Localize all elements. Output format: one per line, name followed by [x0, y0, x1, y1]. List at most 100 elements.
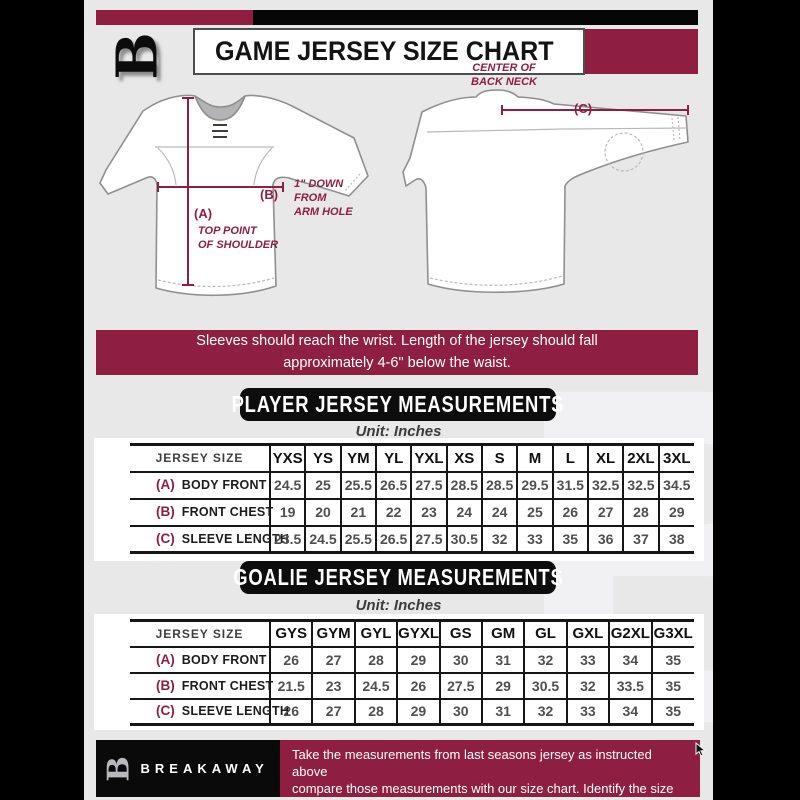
value-cell: 32: [523, 646, 568, 674]
value-cell: 29: [480, 672, 526, 700]
size-column-header: GYL: [353, 620, 399, 648]
value-cell: 27: [586, 498, 625, 527]
value-cell: 25: [304, 471, 342, 500]
player-banner-title: PLAYER JERSEY MEASUREMENTS: [231, 391, 565, 417]
size-column-header: GM: [480, 620, 526, 648]
value-cell: 24.5: [353, 672, 399, 700]
front-jersey-diagram: [99, 94, 369, 297]
value-cell: 26: [551, 498, 589, 527]
value-cell: 26: [268, 646, 314, 674]
content-area: B B GAME JERSEY SIZE CHART: [84, 0, 713, 800]
goalie-unit-label: Unit: Inches: [355, 597, 442, 614]
table-row: (B) FRONT CHEST 19 20 21 22 23 24 24 25 26 27 28 29: [130, 498, 694, 527]
measure-key: (A): [156, 477, 175, 492]
table-row: (A) BODY FRONT 24.5 25 25.5 26.5 27.5 28.5 28.5 2…: [130, 471, 694, 500]
value-cell: 26: [396, 672, 441, 700]
goalie-size-table: JERSEY SIZE GYS GYM GYL GYXL GS GM GL GXL G2XL G3X…: [130, 619, 694, 726]
brand-logo: B: [98, 20, 178, 92]
table-row: (B) FRONT CHEST 21.5 23 24.5 26 27.5 29 30.5 32 33…: [130, 672, 694, 700]
value-cell: 28: [353, 646, 399, 674]
value-cell: 27.5: [410, 471, 448, 500]
measure-label: BODY FRONT: [181, 652, 267, 667]
arm-hole-label: 1" DOWN FROM ARM HOLE: [294, 178, 353, 218]
value-cell: 23: [410, 498, 448, 527]
value-cell: 26.5: [374, 471, 413, 500]
value-cell: 24: [445, 498, 483, 527]
size-column-header: YL: [374, 444, 413, 473]
value-cell: 32.5: [586, 471, 625, 500]
player-size-table: JERSEY SIZE YXS YS YM YL YXL XS S M L XL 2XL 3XL (A) B…: [130, 443, 694, 554]
row-label-cell: (A) BODY FRONT: [130, 471, 270, 500]
value-cell: 26: [268, 698, 314, 725]
measure-label: BODY FRONT: [181, 478, 267, 492]
value-cell: 27.5: [438, 672, 483, 700]
table-row: (A) BODY FRONT 26 27 28 29 30 31 32 33 34 35: [130, 646, 694, 674]
size-header-cell: JERSEY SIZE: [130, 444, 270, 473]
title-accent-block: [585, 29, 698, 74]
goalie-table-panel: JERSEY SIZE GYS GYM GYL GYXL GS GM GL GXL G2XL G3X…: [94, 614, 704, 730]
header-accent-bar: [96, 10, 698, 25]
page-title: GAME JERSEY SIZE CHART: [215, 36, 554, 66]
value-cell: 33: [565, 698, 611, 725]
measure-key: (C): [156, 530, 175, 546]
mouse-cursor-icon: [695, 742, 706, 757]
value-cell: 35: [650, 646, 694, 674]
size-column-header: S: [480, 444, 519, 473]
value-cell: 38: [657, 525, 694, 553]
value-cell: 31: [480, 698, 526, 725]
measure-label: FRONT CHEST: [181, 505, 274, 519]
size-column-header: XL: [586, 444, 625, 473]
value-cell: 24.5: [304, 525, 342, 553]
value-cell: 21: [339, 498, 377, 527]
value-cell: 21.5: [268, 672, 314, 700]
value-cell: 28.5: [480, 471, 519, 500]
value-cell: 28: [353, 698, 399, 725]
value-cell: 33: [516, 525, 554, 553]
size-column-header: G2XL: [608, 620, 653, 648]
player-unit-label: Unit: Inches: [355, 423, 442, 440]
size-column-header: YS: [304, 444, 342, 473]
value-cell: 29.5: [516, 471, 554, 500]
value-cell: 34: [608, 698, 653, 725]
size-column-header: YXS: [268, 444, 307, 473]
measure-key: (A): [156, 651, 175, 667]
row-label-cell: (A) BODY FRONT: [130, 646, 270, 674]
size-column-header: M: [516, 444, 554, 473]
value-cell: 31: [480, 646, 526, 674]
value-cell: 27: [311, 646, 356, 674]
value-cell: 23.5: [268, 525, 307, 553]
value-cell: 33.5: [608, 672, 653, 700]
value-cell: 31.5: [551, 471, 589, 500]
value-cell: 30: [438, 698, 483, 725]
value-cell: 23: [311, 672, 356, 700]
value-cell: 35: [650, 672, 694, 700]
value-cell: 30.5: [523, 672, 568, 700]
measure-b-key: (B): [260, 187, 279, 202]
footer-brand-box: B BREAKAWAY: [96, 740, 280, 797]
value-cell: 25.5: [339, 471, 377, 500]
footer-instructions-box: Take the measurements from last seasons …: [280, 740, 700, 800]
value-cell: 27.5: [410, 525, 448, 553]
measure-a-key: (A): [194, 206, 213, 221]
accent-bar-maroon: [96, 10, 253, 25]
player-measurements-banner: PLAYER JERSEY MEASUREMENTS: [232, 388, 564, 421]
value-cell: 19: [268, 498, 307, 527]
value-cell: 25: [516, 498, 554, 527]
table-row: (C) SLEEVE LENGTH 26 27 28 29 30 31 32 33 34 35: [130, 698, 694, 725]
breakaway-b-icon: B: [101, 755, 137, 782]
goalie-measurements-banner: GOALIE JERSEY MEASUREMENTS: [233, 561, 562, 594]
value-cell: 35: [551, 525, 589, 553]
size-column-header: 3XL: [657, 444, 694, 473]
back-jersey-diagram: [402, 89, 689, 294]
size-column-header: L: [551, 444, 589, 473]
size-column-header: GYS: [268, 620, 314, 648]
player-table-panel: JERSEY SIZE YXS YS YM YL YXL XS S M L XL 2XL 3XL (A) B…: [94, 438, 704, 561]
measure-label: SLEEVE LENGTH: [181, 531, 290, 546]
measure-label: FRONT CHEST: [181, 678, 274, 693]
value-cell: 34: [608, 646, 653, 674]
value-cell: 30.5: [445, 525, 483, 553]
value-cell: 20: [304, 498, 342, 527]
top-of-shoulder-label: TOP POINT OF SHOULDER: [198, 225, 279, 251]
value-cell: 36: [586, 525, 625, 553]
